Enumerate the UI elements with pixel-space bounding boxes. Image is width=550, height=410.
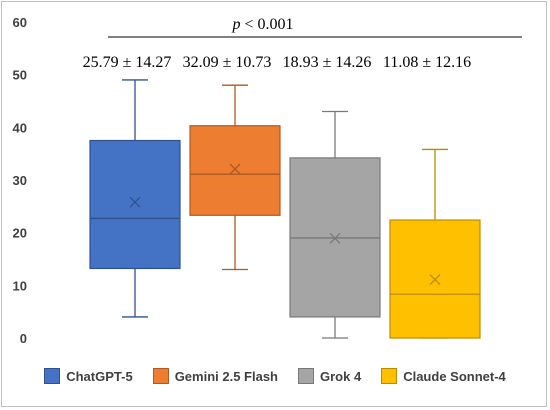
legend-label: Gemini 2.5 Flash (174, 368, 279, 384)
legend-item: Claude Sonnet-4 (381, 368, 506, 384)
mean-sd-label: 32.09 ± 10.73 (183, 54, 272, 71)
box-3 (289, 110, 381, 339)
mean-sd-label: 25.79 ± 14.27 (83, 54, 172, 71)
y-tick-label: 20 (13, 226, 27, 241)
y-tick-label: 10 (13, 278, 27, 293)
y-axis: 0 10 20 30 40 50 60 (13, 15, 27, 346)
legend-swatch (44, 368, 61, 384)
mean-sd-label: 18.93 ± 14.26 (283, 54, 372, 71)
legend-swatch (298, 368, 315, 384)
box-2 (189, 84, 281, 271)
legend: ChatGPT-5 Gemini 2.5 Flash Grok 4 Claude So… (0, 366, 550, 386)
legend-swatch (381, 368, 398, 384)
iqr-box (89, 139, 181, 270)
mean-marker (329, 232, 341, 244)
y-tick-label: 50 (13, 68, 27, 83)
mean-sd-label: 11.08 ± 12.16 (383, 54, 471, 71)
legend-item: ChatGPT-5 (44, 368, 133, 384)
box-4 (389, 148, 481, 339)
y-tick-label: 60 (13, 15, 27, 30)
boxes (89, 79, 481, 339)
y-tick-label: 0 (20, 331, 27, 346)
legend-label: ChatGPT-5 (66, 368, 133, 384)
mean-marker (129, 196, 141, 208)
y-tick-label: 30 (13, 173, 27, 188)
stat-labels: 25.79 ± 14.27 32.09 ± 10.73 18.93 ± 14.26 1… (83, 54, 471, 71)
legend-item: Grok 4 (298, 368, 361, 384)
mean-marker (429, 274, 441, 286)
legend-item: Gemini 2.5 Flash (152, 368, 279, 384)
legend-label: Grok 4 (320, 368, 362, 384)
legend-swatch (152, 368, 169, 384)
p-value-text: p < 0.001 (231, 16, 293, 33)
iqr-box (389, 219, 481, 339)
y-tick-label: 40 (13, 120, 27, 135)
iqr-box (189, 125, 281, 216)
mean-marker (229, 163, 241, 175)
significance-annotation: p < 0.001 (108, 16, 522, 38)
box-1 (89, 79, 181, 318)
legend-label: Claude Sonnet-4 (403, 368, 506, 384)
